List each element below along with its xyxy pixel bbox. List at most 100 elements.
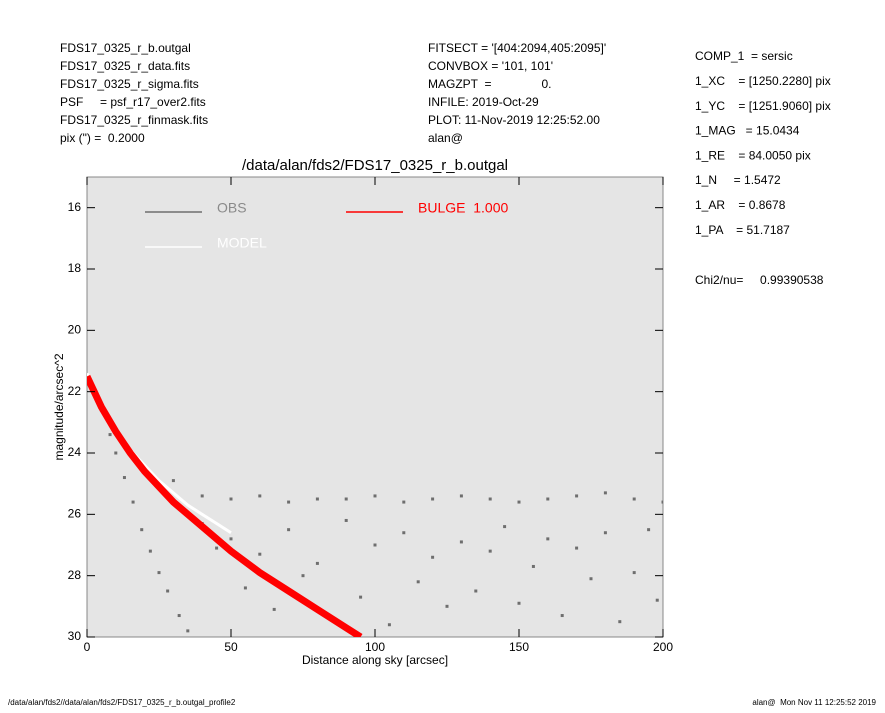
- y-tick-label: 16: [68, 200, 82, 214]
- y-tick-label: 28: [68, 568, 82, 582]
- obs-point: [402, 500, 406, 504]
- obs-point: [287, 500, 291, 504]
- header-middle-line: alan@: [428, 131, 463, 145]
- legend-label: MODEL: [217, 235, 267, 251]
- obs-point: [157, 571, 161, 575]
- obs-point: [546, 537, 550, 541]
- obs-point: [575, 494, 579, 498]
- obs-point: [531, 564, 535, 568]
- obs-point: [177, 614, 181, 618]
- header-left-line: FDS17_0325_r_finmask.fits: [60, 113, 208, 127]
- obs-point: [122, 476, 126, 480]
- obs-point: [431, 555, 435, 559]
- obs-point: [229, 537, 233, 541]
- plot-area: [86, 176, 664, 638]
- obs-point: [503, 525, 507, 529]
- fit-parameter: 1_YC = [1251.9060] pix: [695, 99, 831, 113]
- x-tick-label: 50: [224, 640, 238, 654]
- obs-point: [258, 494, 262, 498]
- obs-point: [215, 546, 219, 550]
- obs-point: [344, 518, 348, 522]
- legend-label: BULGE 1.000: [418, 200, 508, 216]
- header-middle-line: MAGZPT = 0.: [428, 77, 551, 91]
- fit-parameter: 1_RE = 84.0050 pix: [695, 148, 811, 162]
- header-middle-line: INFILE: 2019-Oct-29: [428, 95, 539, 109]
- obs-point: [373, 494, 377, 498]
- obs-point: [546, 497, 550, 501]
- plot-layer: [87, 372, 663, 637]
- obs-point: [632, 497, 636, 501]
- chart-title: /data/alan/fds2/FDS17_0325_r_b.outgal: [242, 157, 508, 174]
- header-middle-line: FITSECT = '[404:2094,405:2095]': [428, 41, 606, 55]
- obs-point: [387, 623, 391, 627]
- obs-point: [416, 580, 420, 584]
- fit-parameter: 1_PA = 51.7187: [695, 223, 790, 237]
- profile-line: [87, 374, 363, 637]
- obs-point: [315, 497, 319, 501]
- x-tick-label: 100: [365, 640, 385, 654]
- y-tick-label: 20: [68, 323, 82, 337]
- header-left-line: PSF = psf_r17_over2.fits: [60, 95, 206, 109]
- obs-point: [459, 494, 463, 498]
- obs-point: [603, 491, 607, 495]
- obs-point: [373, 543, 377, 547]
- x-tick-label: 0: [84, 640, 91, 654]
- obs-point: [459, 540, 463, 544]
- y-axis-label: magnitude/arcsec^2: [52, 353, 66, 460]
- y-tick-label: 30: [68, 629, 82, 643]
- y-tick-label: 18: [68, 261, 82, 275]
- x-axis-label: Distance along sky [arcsec]: [302, 653, 448, 667]
- y-tick-label: 26: [68, 507, 82, 521]
- chi2: Chi2/nu= 0.99390538: [695, 273, 824, 287]
- footer-left: /data/alan/fds2//data/alan/fds2/FDS17_03…: [8, 698, 236, 707]
- obs-point: [661, 500, 663, 504]
- obs-point: [445, 604, 449, 608]
- header-left-line: FDS17_0325_r_sigma.fits: [60, 77, 199, 91]
- obs-point: [258, 552, 262, 556]
- obs-point: [315, 561, 319, 565]
- obs-point: [647, 528, 651, 532]
- obs-point: [114, 451, 118, 455]
- legend-label: OBS: [217, 200, 247, 216]
- obs-point: [344, 497, 348, 501]
- obs-point: [575, 546, 579, 550]
- obs-point: [603, 531, 607, 535]
- obs-point: [431, 497, 435, 501]
- obs-point: [301, 574, 305, 578]
- obs-point: [589, 577, 593, 581]
- obs-point: [517, 500, 521, 504]
- obs-point: [618, 620, 622, 624]
- fit-parameter: 1_MAG = 15.0434: [695, 124, 800, 138]
- x-tick-label: 150: [509, 640, 529, 654]
- header-left-line: FDS17_0325_r_b.outgal: [60, 41, 191, 55]
- obs-point: [474, 589, 478, 593]
- fit-parameter: 1_N = 1.5472: [695, 173, 781, 187]
- obs-point: [200, 494, 204, 498]
- obs-point: [131, 500, 135, 504]
- y-tick-label: 24: [68, 445, 82, 459]
- header-left-line: pix (") = 0.2000: [60, 131, 145, 145]
- obs-point: [632, 571, 636, 575]
- header-middle-line: CONVBOX = '101, 101': [428, 59, 553, 73]
- obs-point: [186, 629, 190, 633]
- fit-parameter: COMP_1 = sersic: [695, 49, 793, 63]
- obs-point: [287, 528, 291, 532]
- obs-point: [148, 549, 152, 553]
- header-left-line: FDS17_0325_r_data.fits: [60, 59, 190, 73]
- obs-point: [655, 598, 659, 602]
- y-tick-label: 22: [68, 384, 82, 398]
- x-tick-label: 200: [653, 640, 673, 654]
- obs-point: [488, 549, 492, 553]
- obs-point: [359, 595, 363, 599]
- fit-parameter: 1_XC = [1250.2280] pix: [695, 74, 831, 88]
- obs-point: [229, 497, 233, 501]
- obs-point: [166, 589, 170, 593]
- footer-right: alan@ Mon Nov 11 12:25:52 2019: [752, 698, 876, 707]
- fit-parameter: 1_AR = 0.8678: [695, 198, 786, 212]
- obs-point: [243, 586, 247, 590]
- obs-point: [272, 607, 276, 611]
- obs-point: [560, 614, 564, 618]
- obs-point: [171, 479, 175, 483]
- obs-point: [402, 531, 406, 535]
